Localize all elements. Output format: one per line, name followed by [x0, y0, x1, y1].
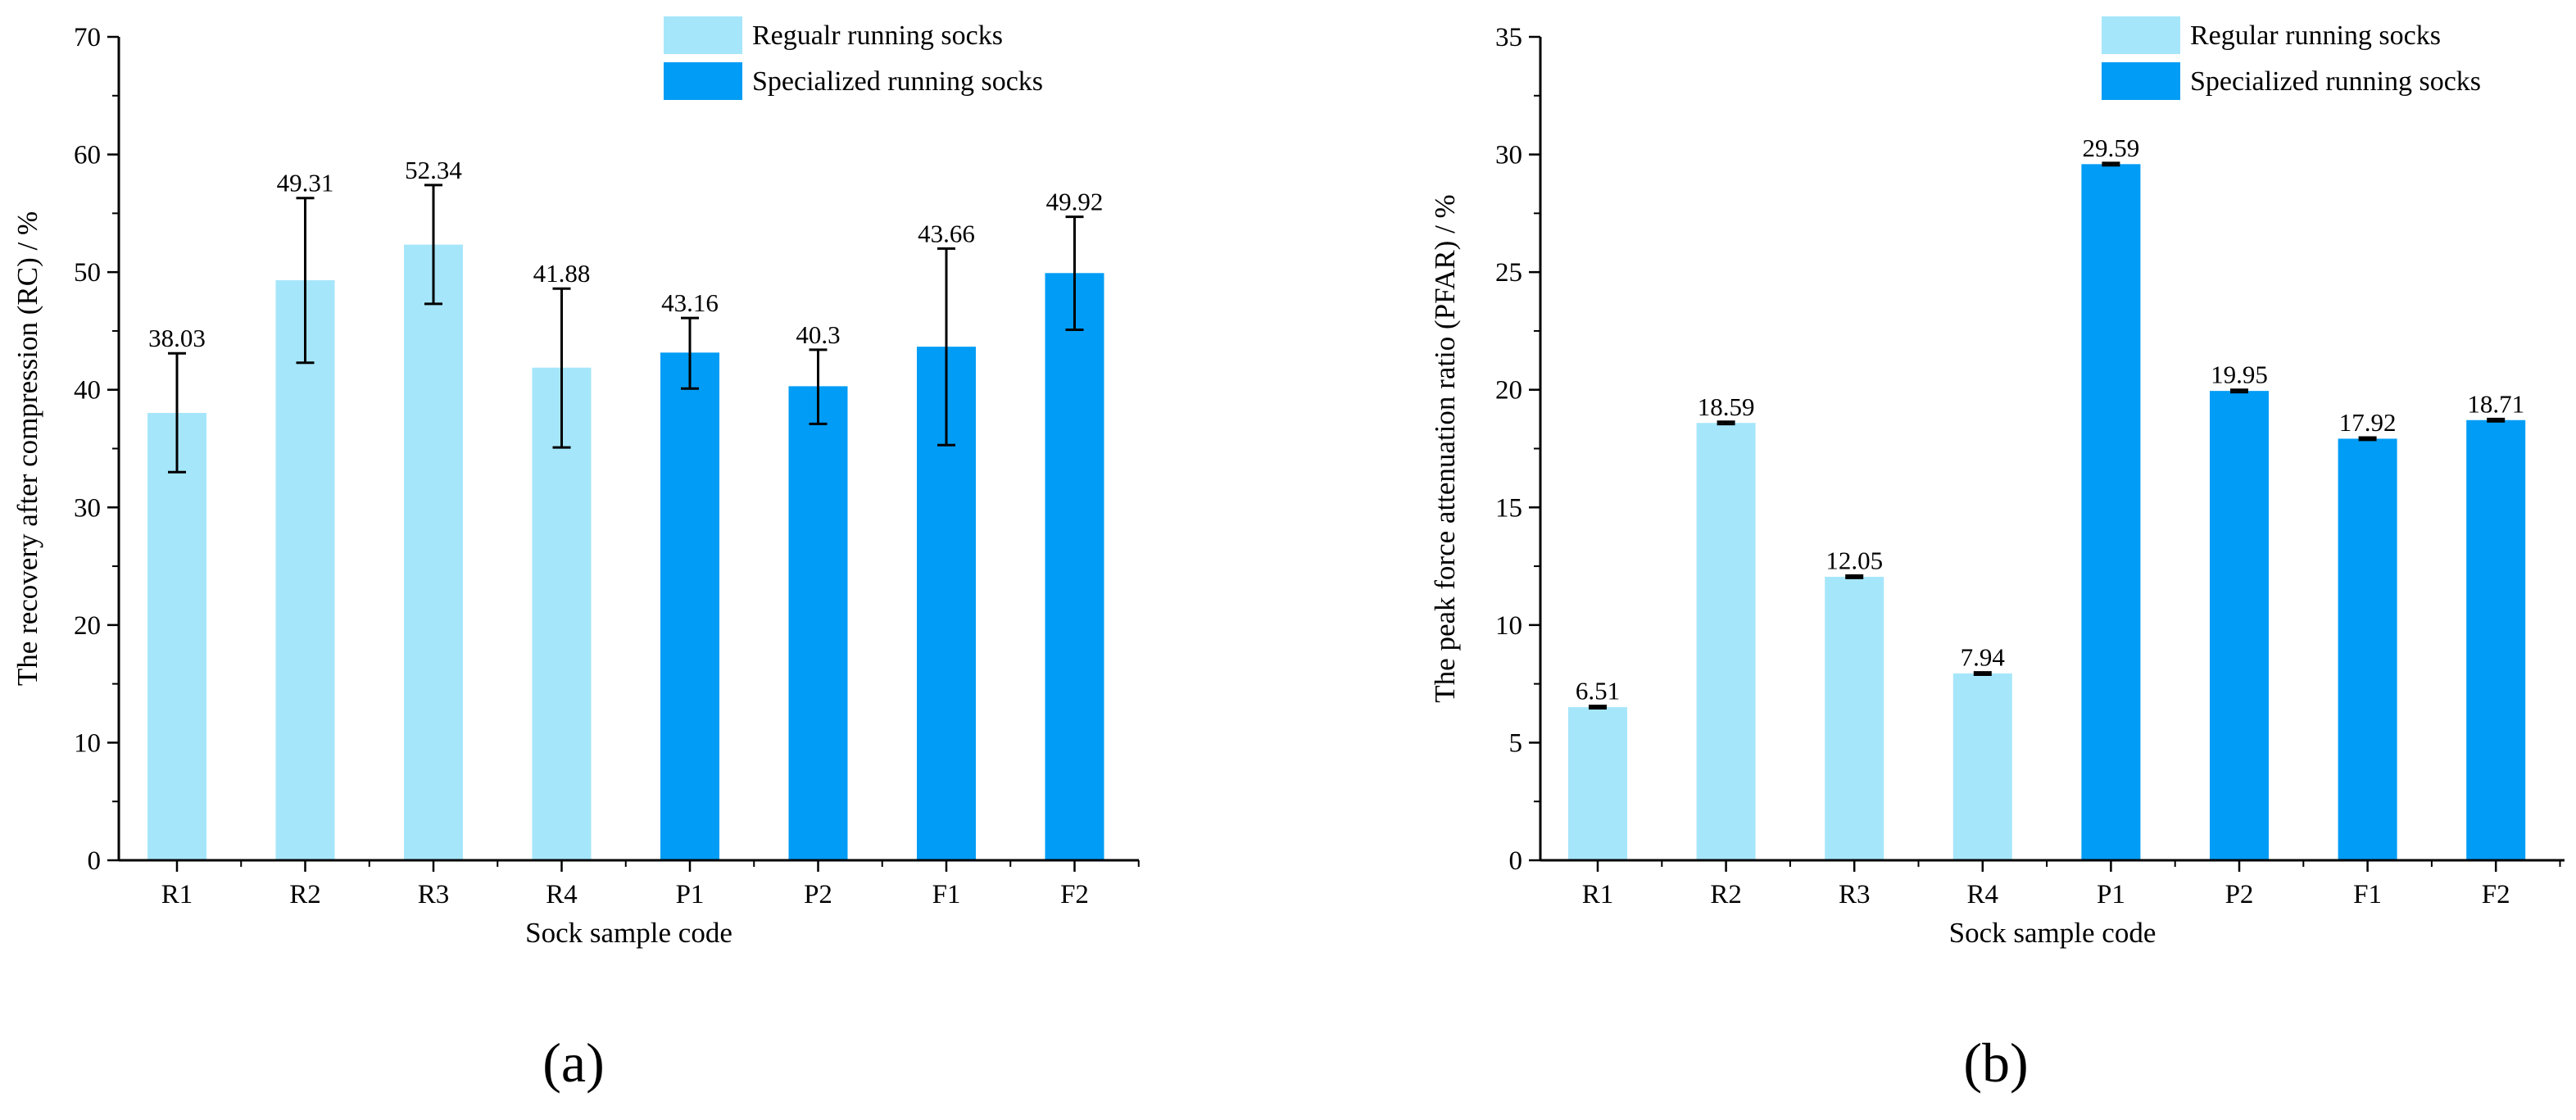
- x-tick-label-R2: R2: [1710, 880, 1742, 909]
- y-tick-label: 5: [1509, 728, 1523, 758]
- x-tick-label-F1: F1: [2353, 880, 2382, 909]
- bar-R1: [147, 412, 206, 860]
- bar-R3: [1825, 576, 1884, 860]
- bar-P2: [788, 386, 848, 861]
- chart-panel-b: 6.51 R1 18.59 R2 12.05 R3 7.94 R4 29.59 P1 19.95 P2…: [1429, 16, 2565, 1094]
- x-tick-label-R3: R3: [418, 880, 450, 909]
- x-axis-title: Sock sample code: [1949, 917, 2156, 949]
- x-tick-label-P1: P1: [2097, 880, 2125, 909]
- y-tick-label: 0: [1509, 846, 1523, 876]
- panel-label: (a): [542, 1032, 604, 1094]
- y-tick-label: 40: [74, 376, 101, 406]
- x-tick-label-F2: F2: [2482, 880, 2510, 909]
- data-label-F2: 18.71: [2467, 389, 2524, 418]
- x-tick-label-R1: R1: [161, 880, 193, 909]
- legend-entry-0: Regular running socks: [2190, 20, 2441, 51]
- bar-F2: [2466, 419, 2526, 860]
- data-label-R1: 38.03: [148, 324, 206, 352]
- legend-swatch-1: [664, 62, 742, 100]
- x-tick-label-P1: P1: [676, 880, 705, 909]
- y-tick-label: 30: [1495, 141, 1522, 170]
- bar-R3: [404, 244, 463, 861]
- bar-F2: [1045, 273, 1104, 860]
- x-tick-label-R3: R3: [1839, 880, 1871, 909]
- bar-P1: [2081, 164, 2141, 860]
- y-tick-label: 25: [1495, 258, 1522, 288]
- x-tick-label-R1: R1: [1582, 880, 1614, 909]
- bar-R4: [1952, 673, 2012, 860]
- bar-F1: [2338, 438, 2397, 860]
- data-label-F1: 17.92: [2339, 408, 2397, 437]
- panel-label: (b): [1963, 1032, 2028, 1094]
- bar-P1: [660, 352, 719, 860]
- x-axis-title: Sock sample code: [525, 917, 732, 949]
- bar-R1: [1568, 707, 1627, 860]
- x-tick-label-R2: R2: [289, 880, 321, 909]
- data-label-F1: 43.66: [918, 219, 975, 247]
- x-tick-label-P2: P2: [804, 880, 832, 909]
- data-label-R3: 52.34: [405, 156, 462, 184]
- data-label-R1: 6.51: [1576, 677, 1620, 705]
- data-label-P2: 40.3: [796, 320, 840, 349]
- legend-entry-1: Specialized running socks: [2190, 66, 2481, 97]
- data-label-P1: 43.16: [661, 288, 719, 317]
- data-label-R4: 41.88: [533, 259, 591, 288]
- legend-swatch-1: [2102, 62, 2180, 100]
- y-tick-label: 50: [74, 258, 101, 288]
- y-tick-label: 15: [1495, 493, 1522, 523]
- legend-swatch-0: [664, 16, 742, 54]
- bar-R4: [532, 367, 592, 860]
- y-tick-label: 10: [74, 728, 101, 758]
- y-axis-title: The peak force attenuation ratio (PFAR) …: [1429, 194, 1461, 702]
- bar-R2: [1696, 423, 1756, 860]
- data-label-R2: 18.59: [1698, 392, 1755, 421]
- x-tick-label-F1: F1: [932, 880, 961, 909]
- y-tick-label: 35: [1495, 23, 1522, 52]
- bar-P2: [2210, 391, 2269, 860]
- y-tick-label: 60: [74, 141, 101, 170]
- y-axis-title: The recovery after compression (RC) / %: [11, 211, 43, 686]
- legend-entry-1: Specialized running socks: [752, 66, 1043, 97]
- x-tick-label-P2: P2: [2225, 880, 2254, 909]
- y-tick-label: 70: [74, 23, 101, 52]
- y-tick-label: 10: [1495, 611, 1522, 641]
- data-label-P1: 29.59: [2083, 134, 2140, 162]
- x-tick-label-R4: R4: [1967, 880, 1999, 909]
- y-tick-label: 20: [74, 611, 101, 641]
- y-tick-label: 0: [88, 846, 102, 876]
- y-tick-label: 20: [1495, 376, 1522, 406]
- data-label-F2: 49.92: [1046, 188, 1104, 216]
- x-tick-label-R4: R4: [546, 880, 578, 909]
- chart-panel-a: 38.03 R1 49.31 R2 52.34 R3 41.88 R4 43.16 P1 40.3 P…: [11, 16, 1140, 1094]
- data-label-R2: 49.31: [277, 169, 334, 197]
- y-tick-label: 30: [74, 493, 101, 523]
- data-label-R4: 7.94: [1961, 643, 2006, 672]
- legend-swatch-0: [2102, 16, 2180, 54]
- x-tick-label-F2: F2: [1060, 880, 1089, 909]
- legend-entry-0: Regualr running socks: [752, 20, 1003, 51]
- data-label-P2: 19.95: [2211, 360, 2268, 389]
- data-label-R3: 12.05: [1825, 546, 1883, 575]
- bar-R2: [275, 280, 335, 860]
